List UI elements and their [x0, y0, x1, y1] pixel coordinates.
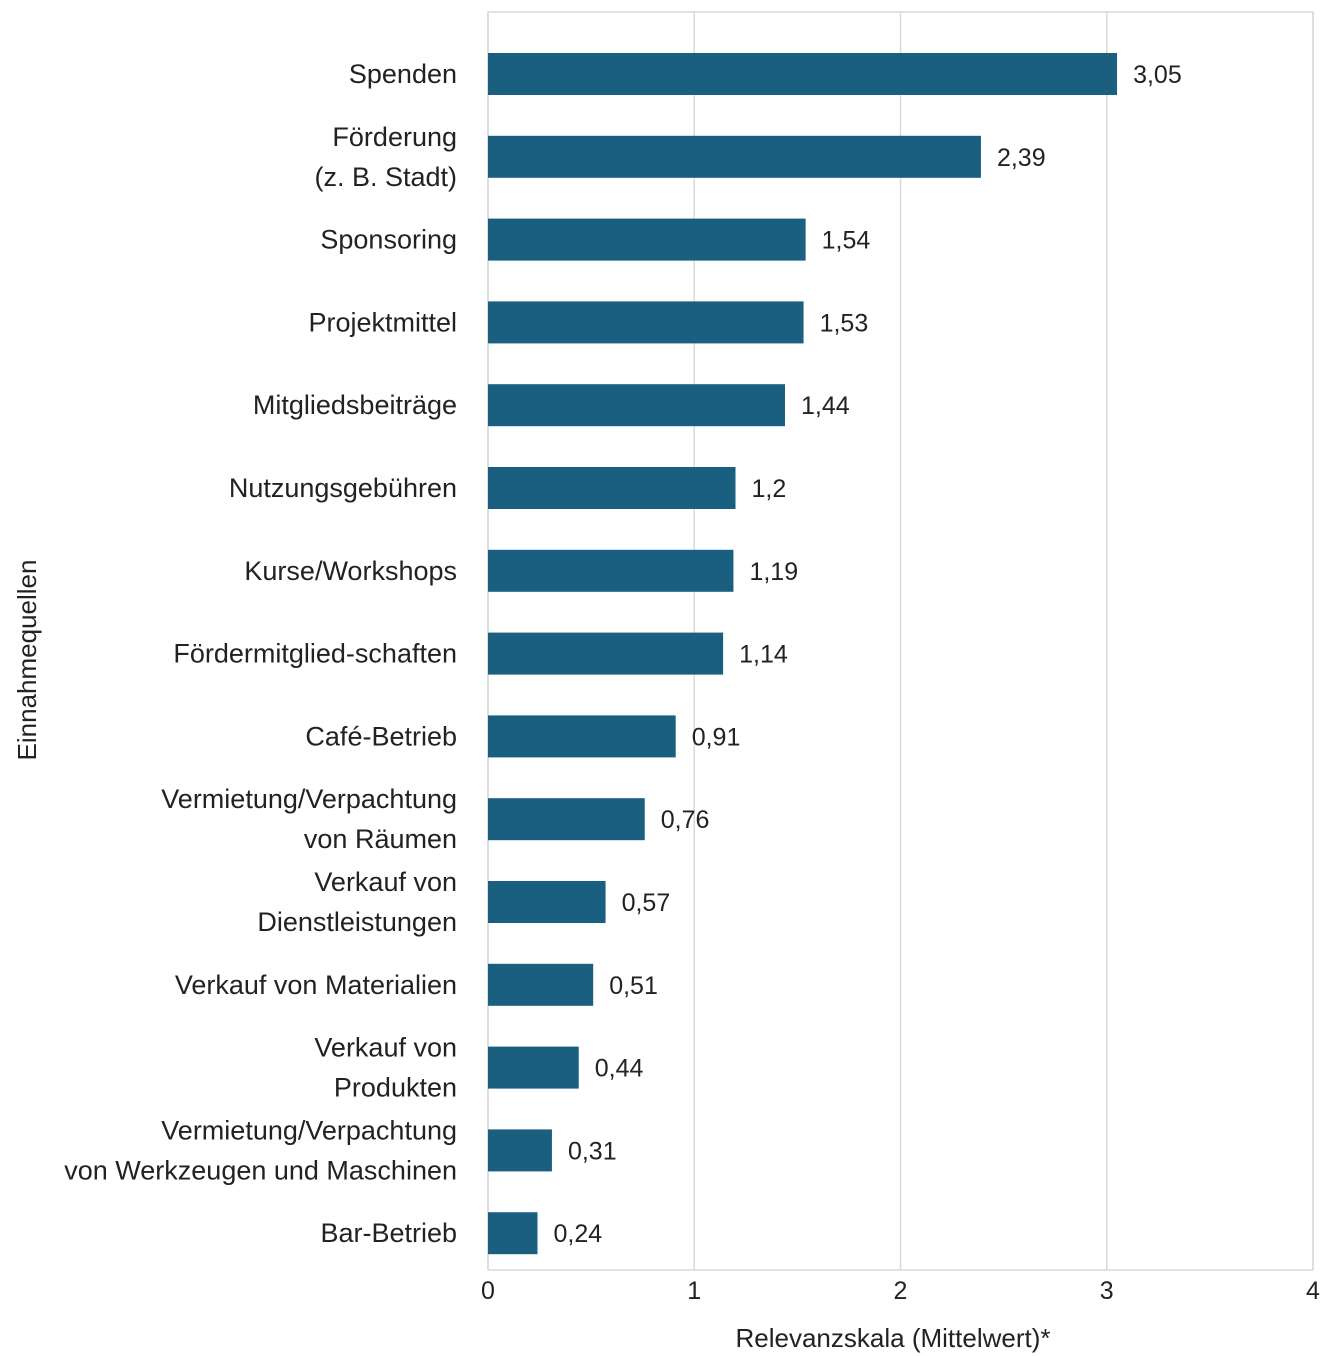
category-label-8: Café-Betrieb — [305, 721, 457, 751]
category-label-4-line-0: Mitgliedsbeiträge — [253, 390, 457, 420]
category-label-12: Verkauf von Produkten — [314, 1033, 457, 1103]
category-label-1: Förderung (z. B. Stadt) — [314, 122, 457, 192]
category-label-1-line-0: Förderung — [332, 122, 457, 152]
category-label-9-line-0: Vermietung/Verpachtung — [161, 784, 457, 814]
category-label-5-line-0: Nutzungsgebühren — [229, 473, 457, 503]
category-label-3-line-0: Projektmittel — [308, 307, 457, 337]
bar-6 — [488, 549, 734, 592]
bar-3 — [488, 301, 804, 344]
x-tick-label-3: 3 — [1100, 1277, 1114, 1305]
category-label-12-line-1: Produkten — [334, 1073, 457, 1103]
category-label-2: Sponsoring — [320, 225, 457, 255]
category-label-11-line-0: Verkauf von Materialien — [175, 970, 457, 1000]
value-label-14: 0,24 — [554, 1220, 603, 1248]
bar-2 — [488, 218, 806, 261]
value-label-3: 1,53 — [820, 309, 869, 337]
bar-13 — [488, 1129, 552, 1172]
value-label-2: 1,54 — [822, 227, 871, 255]
value-labels: 3,05 2,39 1,54 1,53 1,44 1,2 1,19 1,14 0,91 0,76 0… — [554, 61, 1182, 1248]
category-label-9-line-1: von Räumen — [304, 824, 457, 854]
category-label-6-line-0: Kurse/Workshops — [244, 556, 457, 586]
bar-1 — [488, 135, 981, 178]
x-tick-label-1: 1 — [687, 1277, 701, 1305]
bars — [488, 53, 1118, 1255]
value-label-10: 0,57 — [622, 889, 671, 917]
x-tick-labels: 0 1 2 3 4 — [481, 1277, 1320, 1305]
value-label-12: 0,44 — [595, 1055, 644, 1083]
category-label-14-line-0: Bar-Betrieb — [320, 1218, 457, 1248]
bar-5 — [488, 467, 736, 509]
category-label-10-line-1: Dienstleistungen — [257, 907, 457, 937]
category-labels: Spenden Förderung (z. B. Stadt) Sponsoring P… — [64, 59, 457, 1248]
category-label-10: Verkauf von Dienstleistungen — [257, 867, 457, 937]
category-label-0: Spenden — [349, 59, 457, 89]
bar-4 — [488, 384, 785, 427]
category-label-7-line-0: Fördermitglied-schaften — [173, 639, 457, 669]
category-label-12-line-0: Verkauf von — [314, 1033, 457, 1063]
bar-8 — [488, 715, 676, 758]
bar-14 — [488, 1212, 538, 1255]
category-label-14: Bar-Betrieb — [320, 1218, 457, 1248]
category-label-8-line-0: Café-Betrieb — [305, 721, 457, 751]
bar-11 — [488, 963, 594, 1006]
value-label-0: 3,05 — [1133, 61, 1182, 89]
category-label-6: Kurse/Workshops — [244, 556, 457, 586]
category-label-7: Fördermitglied-schaften — [173, 639, 457, 669]
x-tick-label-0: 0 — [481, 1277, 495, 1305]
x-tick-label-4: 4 — [1306, 1277, 1320, 1305]
category-label-5: Nutzungsgebühren — [229, 473, 457, 503]
bar-7 — [488, 632, 724, 675]
category-label-0-line-0: Spenden — [349, 59, 457, 89]
value-label-6: 1,19 — [749, 558, 798, 586]
value-label-1: 2,39 — [997, 144, 1046, 172]
category-label-13-line-1: von Werkzeugen und Maschinen — [64, 1155, 457, 1185]
value-label-9: 0,76 — [661, 806, 710, 834]
category-label-11: Verkauf von Materialien — [175, 970, 457, 1000]
y-axis-title: Einnahmequellen — [12, 560, 42, 761]
x-tick-label-2: 2 — [894, 1277, 908, 1305]
x-axis-title: Relevanzskala (Mittelwert)* — [736, 1323, 1051, 1353]
value-label-4: 1,44 — [801, 392, 850, 420]
category-label-10-line-0: Verkauf von — [314, 867, 457, 897]
category-label-9: Vermietung/Verpachtung von Räumen — [161, 784, 457, 854]
category-label-2-line-0: Sponsoring — [320, 225, 457, 255]
category-label-13-line-0: Vermietung/Verpachtung — [161, 1115, 457, 1145]
value-label-8: 0,91 — [692, 723, 741, 751]
value-label-5: 1,2 — [752, 475, 787, 503]
bar-12 — [488, 1046, 579, 1089]
bar-0 — [488, 53, 1118, 95]
bar-10 — [488, 881, 606, 923]
value-label-11: 0,51 — [609, 972, 658, 1000]
category-label-13: Vermietung/Verpachtung von Werkzeugen und… — [64, 1115, 457, 1185]
value-label-13: 0,31 — [568, 1137, 617, 1165]
bar-9 — [488, 798, 645, 841]
value-label-7: 1,14 — [739, 641, 788, 669]
category-label-1-line-1: (z. B. Stadt) — [314, 162, 457, 192]
category-label-4: Mitgliedsbeiträge — [253, 390, 457, 420]
category-label-3: Projektmittel — [308, 307, 457, 337]
